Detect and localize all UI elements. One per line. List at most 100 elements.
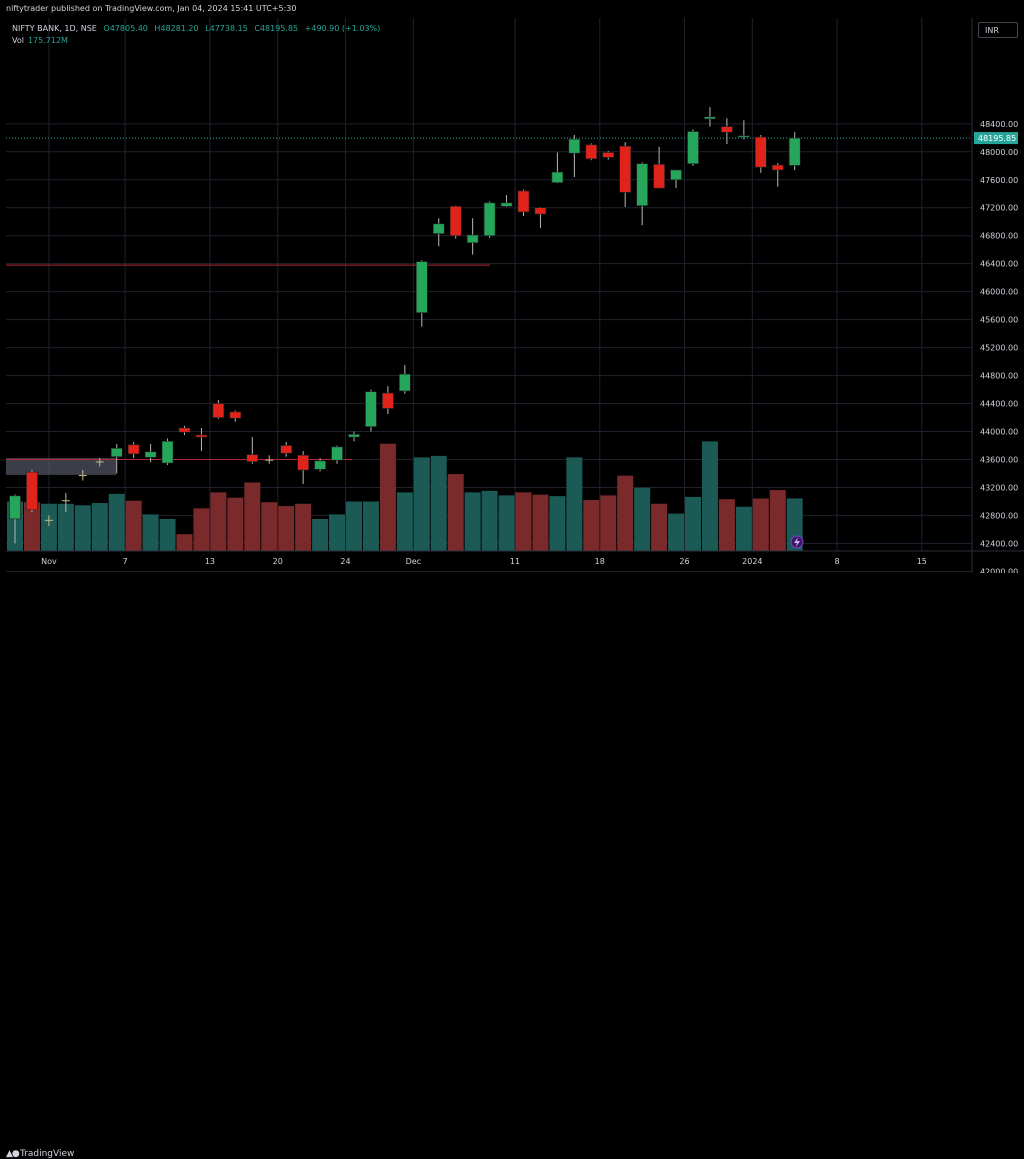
candle-body[interactable] (619, 145, 632, 193)
volume-bar (430, 455, 447, 551)
candle-body[interactable] (229, 411, 242, 419)
candle-body[interactable] (449, 206, 462, 237)
price-tick-label: 42800.00 (980, 511, 1018, 520)
last-price-tag (974, 132, 1018, 145)
candle-body[interactable] (161, 441, 174, 464)
candle-body[interactable] (568, 138, 581, 154)
volume-bar (142, 514, 159, 551)
candle-body[interactable] (399, 373, 411, 392)
candle-body[interactable] (280, 445, 293, 454)
volume-bar (193, 508, 210, 551)
time-tick-label: 24 (340, 557, 350, 566)
price-tick-label: 46000.00 (980, 288, 1018, 297)
volume-value: 175.712M (27, 36, 68, 45)
candle-body[interactable] (415, 261, 428, 313)
candle-body[interactable] (721, 126, 733, 133)
candle-body[interactable] (297, 454, 309, 471)
time-tick-label: Dec (406, 557, 421, 566)
candle-body[interactable] (636, 163, 648, 206)
candle-body[interactable] (704, 116, 716, 120)
currency-button[interactable]: INR (978, 22, 1018, 38)
price-tick-label: 45200.00 (980, 344, 1018, 353)
price-tick-label: 42000.00 (980, 567, 1018, 576)
price-tick-label: 42400.00 (980, 539, 1018, 548)
volume-bar (481, 490, 498, 551)
candle-body[interactable] (670, 169, 682, 181)
volume-bar (566, 457, 583, 551)
candle-body[interactable] (195, 434, 208, 438)
candle-body[interactable] (110, 447, 123, 457)
support-zone[interactable] (6, 458, 116, 475)
volume-bar (769, 490, 786, 551)
volume-bar (668, 513, 685, 551)
candle-body[interactable] (178, 427, 191, 433)
volume-bar (227, 497, 244, 551)
volume-bar (244, 482, 261, 551)
candle-body[interactable] (483, 202, 496, 237)
volume-bar (74, 505, 91, 551)
candle-body[interactable] (331, 446, 343, 461)
volume-bar (532, 494, 549, 551)
candle-body[interactable] (212, 403, 225, 418)
volume-bar (549, 496, 566, 551)
volume-bar (651, 503, 668, 551)
low-value: L47738.15 (205, 24, 248, 33)
volume-bar (125, 500, 142, 551)
close-value: C48195.85 (254, 24, 299, 33)
time-tick-label: Nov (41, 557, 57, 566)
candle-body[interactable] (517, 190, 530, 213)
candle-body[interactable] (754, 136, 767, 168)
candle-body[interactable] (738, 135, 750, 138)
price-tick-label: 44800.00 (980, 372, 1018, 381)
candle-body[interactable] (500, 202, 513, 207)
candlestick-chart[interactable]: 42000.00 42400.00 42800.00 43200.00 43600.00… (0, 0, 1024, 593)
volume-bar (413, 457, 430, 551)
volume-label[interactable]: Vol (12, 36, 24, 45)
candle-body[interactable] (382, 392, 394, 409)
plot-area[interactable] (6, 18, 972, 551)
candle-body[interactable] (788, 137, 801, 166)
candle-body[interactable] (246, 454, 259, 462)
tradingview-logo-icon: ▲● (6, 1149, 20, 1159)
symbol-legend: NIFTY BANK, 1D, NSE O47805.40 H48281.20 … (12, 24, 384, 33)
volume-bar (498, 495, 515, 551)
candle-body[interactable] (26, 471, 38, 511)
price-tick-label: 43200.00 (980, 483, 1018, 492)
candle-body[interactable] (687, 131, 699, 164)
volume-bar (57, 503, 74, 551)
candle-body[interactable] (534, 207, 547, 215)
open-value: O47805.40 (103, 24, 148, 33)
time-tick-label: 26 (679, 557, 689, 566)
footer-bar: ▲●TradingView (0, 573, 1024, 1159)
price-tick-label: 47200.00 (980, 204, 1018, 213)
candle-body[interactable] (314, 460, 326, 470)
candle-body[interactable] (602, 152, 615, 158)
volume-bar (295, 503, 312, 551)
price-tick-label: 47600.00 (980, 176, 1018, 185)
time-tick-label: 20 (273, 557, 283, 566)
tradingview-brand[interactable]: ▲●TradingView (6, 1149, 74, 1159)
candle-body[interactable] (771, 164, 784, 171)
candle-body[interactable] (585, 144, 598, 160)
candle-body[interactable] (466, 234, 479, 244)
volume-bar (23, 502, 40, 551)
candle-body[interactable] (653, 164, 665, 189)
volume-bar (278, 506, 295, 551)
candle-body[interactable] (432, 223, 445, 234)
candle-body[interactable] (348, 434, 360, 438)
volume-bar (379, 443, 396, 551)
time-tick-label: 7 (123, 557, 128, 566)
top-bar: niftytrader published on TradingView.com… (0, 0, 1024, 18)
volume-bar (464, 492, 481, 551)
candle-body[interactable] (365, 391, 377, 427)
candle-body[interactable] (144, 451, 157, 458)
volume-bar (362, 501, 379, 551)
time-tick-label: 2024 (742, 557, 762, 566)
candle-body[interactable] (9, 495, 21, 520)
volume-bar (685, 496, 701, 551)
volume-bar (515, 492, 532, 551)
candle-body[interactable] (127, 444, 140, 455)
candle-body[interactable] (551, 171, 564, 183)
symbol-name[interactable]: NIFTY BANK, 1D, NSE (12, 24, 97, 33)
volume-bar (701, 441, 718, 551)
